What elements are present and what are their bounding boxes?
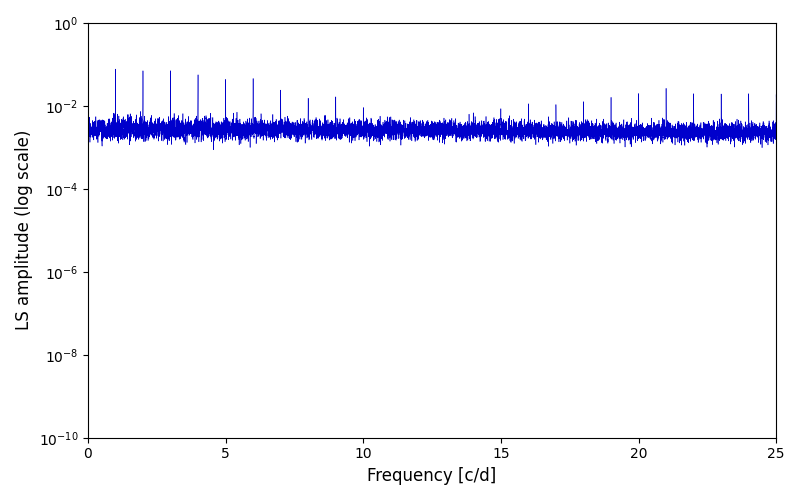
Y-axis label: LS amplitude (log scale): LS amplitude (log scale) [15,130,33,330]
X-axis label: Frequency [c/d]: Frequency [c/d] [367,467,497,485]
